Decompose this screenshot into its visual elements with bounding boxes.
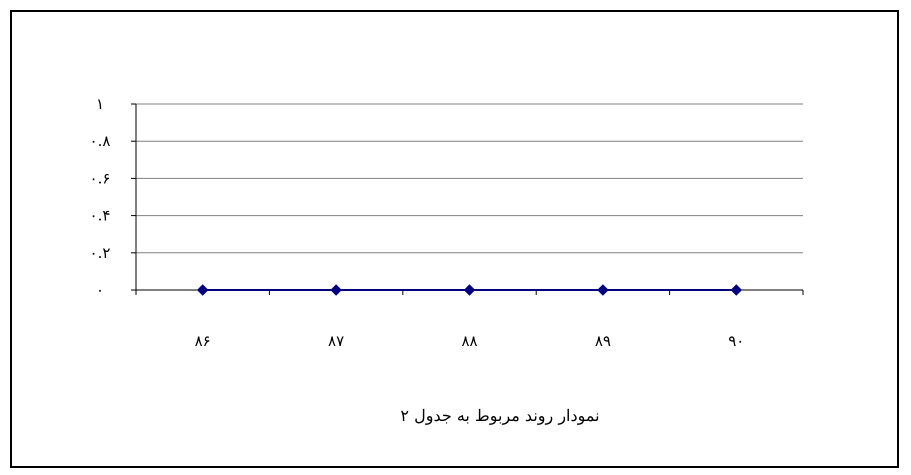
y-tick-label: ۰.۸ bbox=[90, 132, 111, 150]
y-tick-label: ۰ bbox=[96, 281, 104, 299]
data-point bbox=[597, 284, 609, 296]
data-point bbox=[463, 284, 476, 296]
data-point bbox=[730, 284, 743, 296]
x-tick-label: ۹۰ bbox=[728, 332, 744, 350]
x-tick-labels: ۸۶ ۸۷ ۸۸ ۸۹ ۹۰ bbox=[195, 332, 745, 350]
series-0 bbox=[196, 284, 743, 296]
x-tick-label: ۸۷ bbox=[328, 332, 344, 350]
x-tick-label: ۸۹ bbox=[595, 332, 611, 350]
gridlines bbox=[136, 103, 803, 254]
axes bbox=[131, 103, 804, 295]
y-tick-label: ۰.۴ bbox=[90, 207, 111, 225]
y-tick-labels: ۰ ۰.۲ ۰.۴ ۰.۶ ۰.۸ ۱ bbox=[90, 95, 111, 299]
data-point bbox=[330, 284, 342, 296]
chart-caption: نمودار روند مربوط به جدول ۲ bbox=[400, 406, 599, 425]
y-tick-label: ۱ bbox=[96, 95, 104, 113]
x-tick-label: ۸۶ bbox=[195, 332, 211, 350]
x-tick-label: ۸۸ bbox=[461, 332, 477, 350]
y-tick-label: ۰.۶ bbox=[90, 169, 111, 187]
chart-frame bbox=[10, 10, 899, 468]
y-tick-label: ۰.۲ bbox=[90, 244, 111, 262]
data-point bbox=[196, 284, 209, 296]
